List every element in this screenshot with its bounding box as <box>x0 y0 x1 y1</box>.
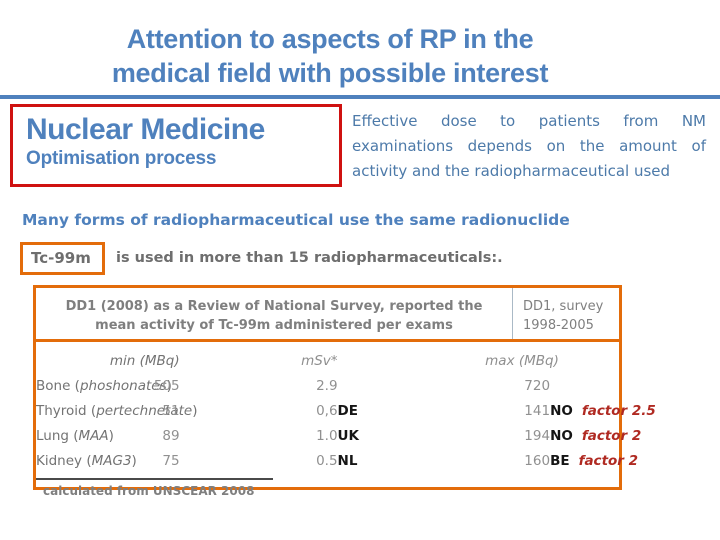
dose-table-area: min (MBq) mSv* max (MBq) Bone (phoshonat… <box>36 342 656 498</box>
title-divider-line <box>0 95 720 99</box>
min-value: 505 <box>153 377 180 394</box>
factor-note: factor 2.5 <box>581 402 656 419</box>
survey-header-line2: mean activity of Tc-99m administered per… <box>95 318 453 333</box>
exam-name-italic: phoshonates <box>79 377 167 394</box>
country-code-max: NO <box>550 402 573 419</box>
row-tail: BE factor 2 <box>550 448 638 473</box>
max-value: 160 <box>524 452 551 469</box>
exam-name-pre: Kidney ( <box>36 452 92 469</box>
slide-title: Attention to aspects of RP in the medica… <box>0 22 660 90</box>
row-tail: NO factor 2 <box>550 423 641 448</box>
tc-99m-badge: Tc-99m <box>20 242 105 275</box>
nuclear-medicine-box: Nuclear Medicine Optimisation process <box>10 104 342 187</box>
col-header-msv: mSv* <box>301 352 338 369</box>
exam-name-italic: MAA <box>78 427 109 444</box>
row-tail <box>550 373 619 398</box>
factor-note: factor 2 <box>578 452 639 469</box>
country-code-min: NL <box>337 452 358 469</box>
exam-name: Lung (MAA) <box>36 423 114 448</box>
min-value: 75 <box>162 452 180 469</box>
table-row: Thyroid (pertechnetate) 51 0,6 DE 141 NO… <box>36 398 656 423</box>
exam-name-post: ) <box>192 402 198 419</box>
msv-value: 0,6 <box>316 402 338 419</box>
factor-note: factor 2 <box>581 427 642 444</box>
exam-name-pre: Thyroid ( <box>36 402 97 419</box>
exam-name-post: ) <box>108 427 114 444</box>
country-code-max: BE <box>550 452 570 469</box>
dose-table: min (MBq) mSv* max (MBq) Bone (phoshonat… <box>36 348 656 473</box>
survey-header-line1: DD1 (2008) as a Review of National Surve… <box>65 299 483 314</box>
col-header-spacer <box>338 348 482 373</box>
slide-title-line2: medical field with possible interest <box>111 58 549 88</box>
radionuclide-statement: Many forms of radiopharmaceutical use th… <box>22 211 570 229</box>
tc-99m-usage-text: is used in more than 15 radiopharmaceuti… <box>116 250 503 266</box>
footnote-divider-line <box>36 478 273 480</box>
col-header-max: max (MBq) <box>485 352 559 369</box>
exam-name: Bone (phoshonates) <box>36 373 172 398</box>
min-value: 89 <box>162 427 180 444</box>
nuclear-medicine-heading: Nuclear Medicine <box>26 113 265 146</box>
msv-value: 0.5 <box>316 452 338 469</box>
exam-name-italic: pertechnetate <box>96 402 193 419</box>
slide-title-line1: Attention to aspects of RP in the <box>126 24 534 54</box>
msv-value: 2.9 <box>316 377 338 394</box>
table-row: Bone (phoshonates) 505 2.9 720 <box>36 373 619 398</box>
survey-box: DD1 (2008) as a Review of National Surve… <box>33 285 656 498</box>
survey-source-label: DD1, survey 1998-2005 <box>513 288 619 339</box>
effective-dose-paragraph: Effective dose to patients from NM exami… <box>352 112 706 180</box>
exam-name-italic: MAG3 <box>91 452 132 469</box>
max-value: 141 <box>524 402 551 419</box>
survey-source-line2: 1998-2005 <box>523 318 594 333</box>
max-value: 720 <box>524 377 551 394</box>
survey-header: DD1 (2008) as a Review of National Surve… <box>36 288 619 342</box>
exam-name-post: ) <box>166 377 172 394</box>
exam-name-pre: Lung ( <box>36 427 79 444</box>
exam-name: Kidney (MAG3) <box>36 448 137 473</box>
survey-source-line1: DD1, survey <box>523 299 604 314</box>
exam-name-pre: Bone ( <box>36 377 80 394</box>
country-code-min: DE <box>337 402 358 419</box>
max-value: 194 <box>524 427 551 444</box>
col-header-min: min (MBq) <box>109 352 180 369</box>
table-row: Lung (MAA) 89 1.0 UK 194 NO factor 2 <box>36 423 641 448</box>
country-code-max: NO <box>550 427 573 444</box>
msv-value: 1.0 <box>316 427 338 444</box>
exam-name-post: ) <box>131 452 137 469</box>
exam-name: Thyroid (pertechnetate) <box>36 398 198 423</box>
country-code-min <box>338 373 482 398</box>
dose-table-header-row: min (MBq) mSv* max (MBq) <box>36 348 619 373</box>
survey-header-title: DD1 (2008) as a Review of National Surve… <box>36 288 513 339</box>
country-code-min: UK <box>337 427 359 444</box>
min-value: 51 <box>162 402 180 419</box>
footnote-text: calculated from UNSCEAR 2008 <box>43 484 255 498</box>
optimisation-process-subheading: Optimisation process <box>26 148 217 169</box>
row-tail: NO factor 2.5 <box>550 398 656 423</box>
table-row: Kidney (MAG3) 75 0.5 NL 160 BE factor 2 <box>36 448 638 473</box>
